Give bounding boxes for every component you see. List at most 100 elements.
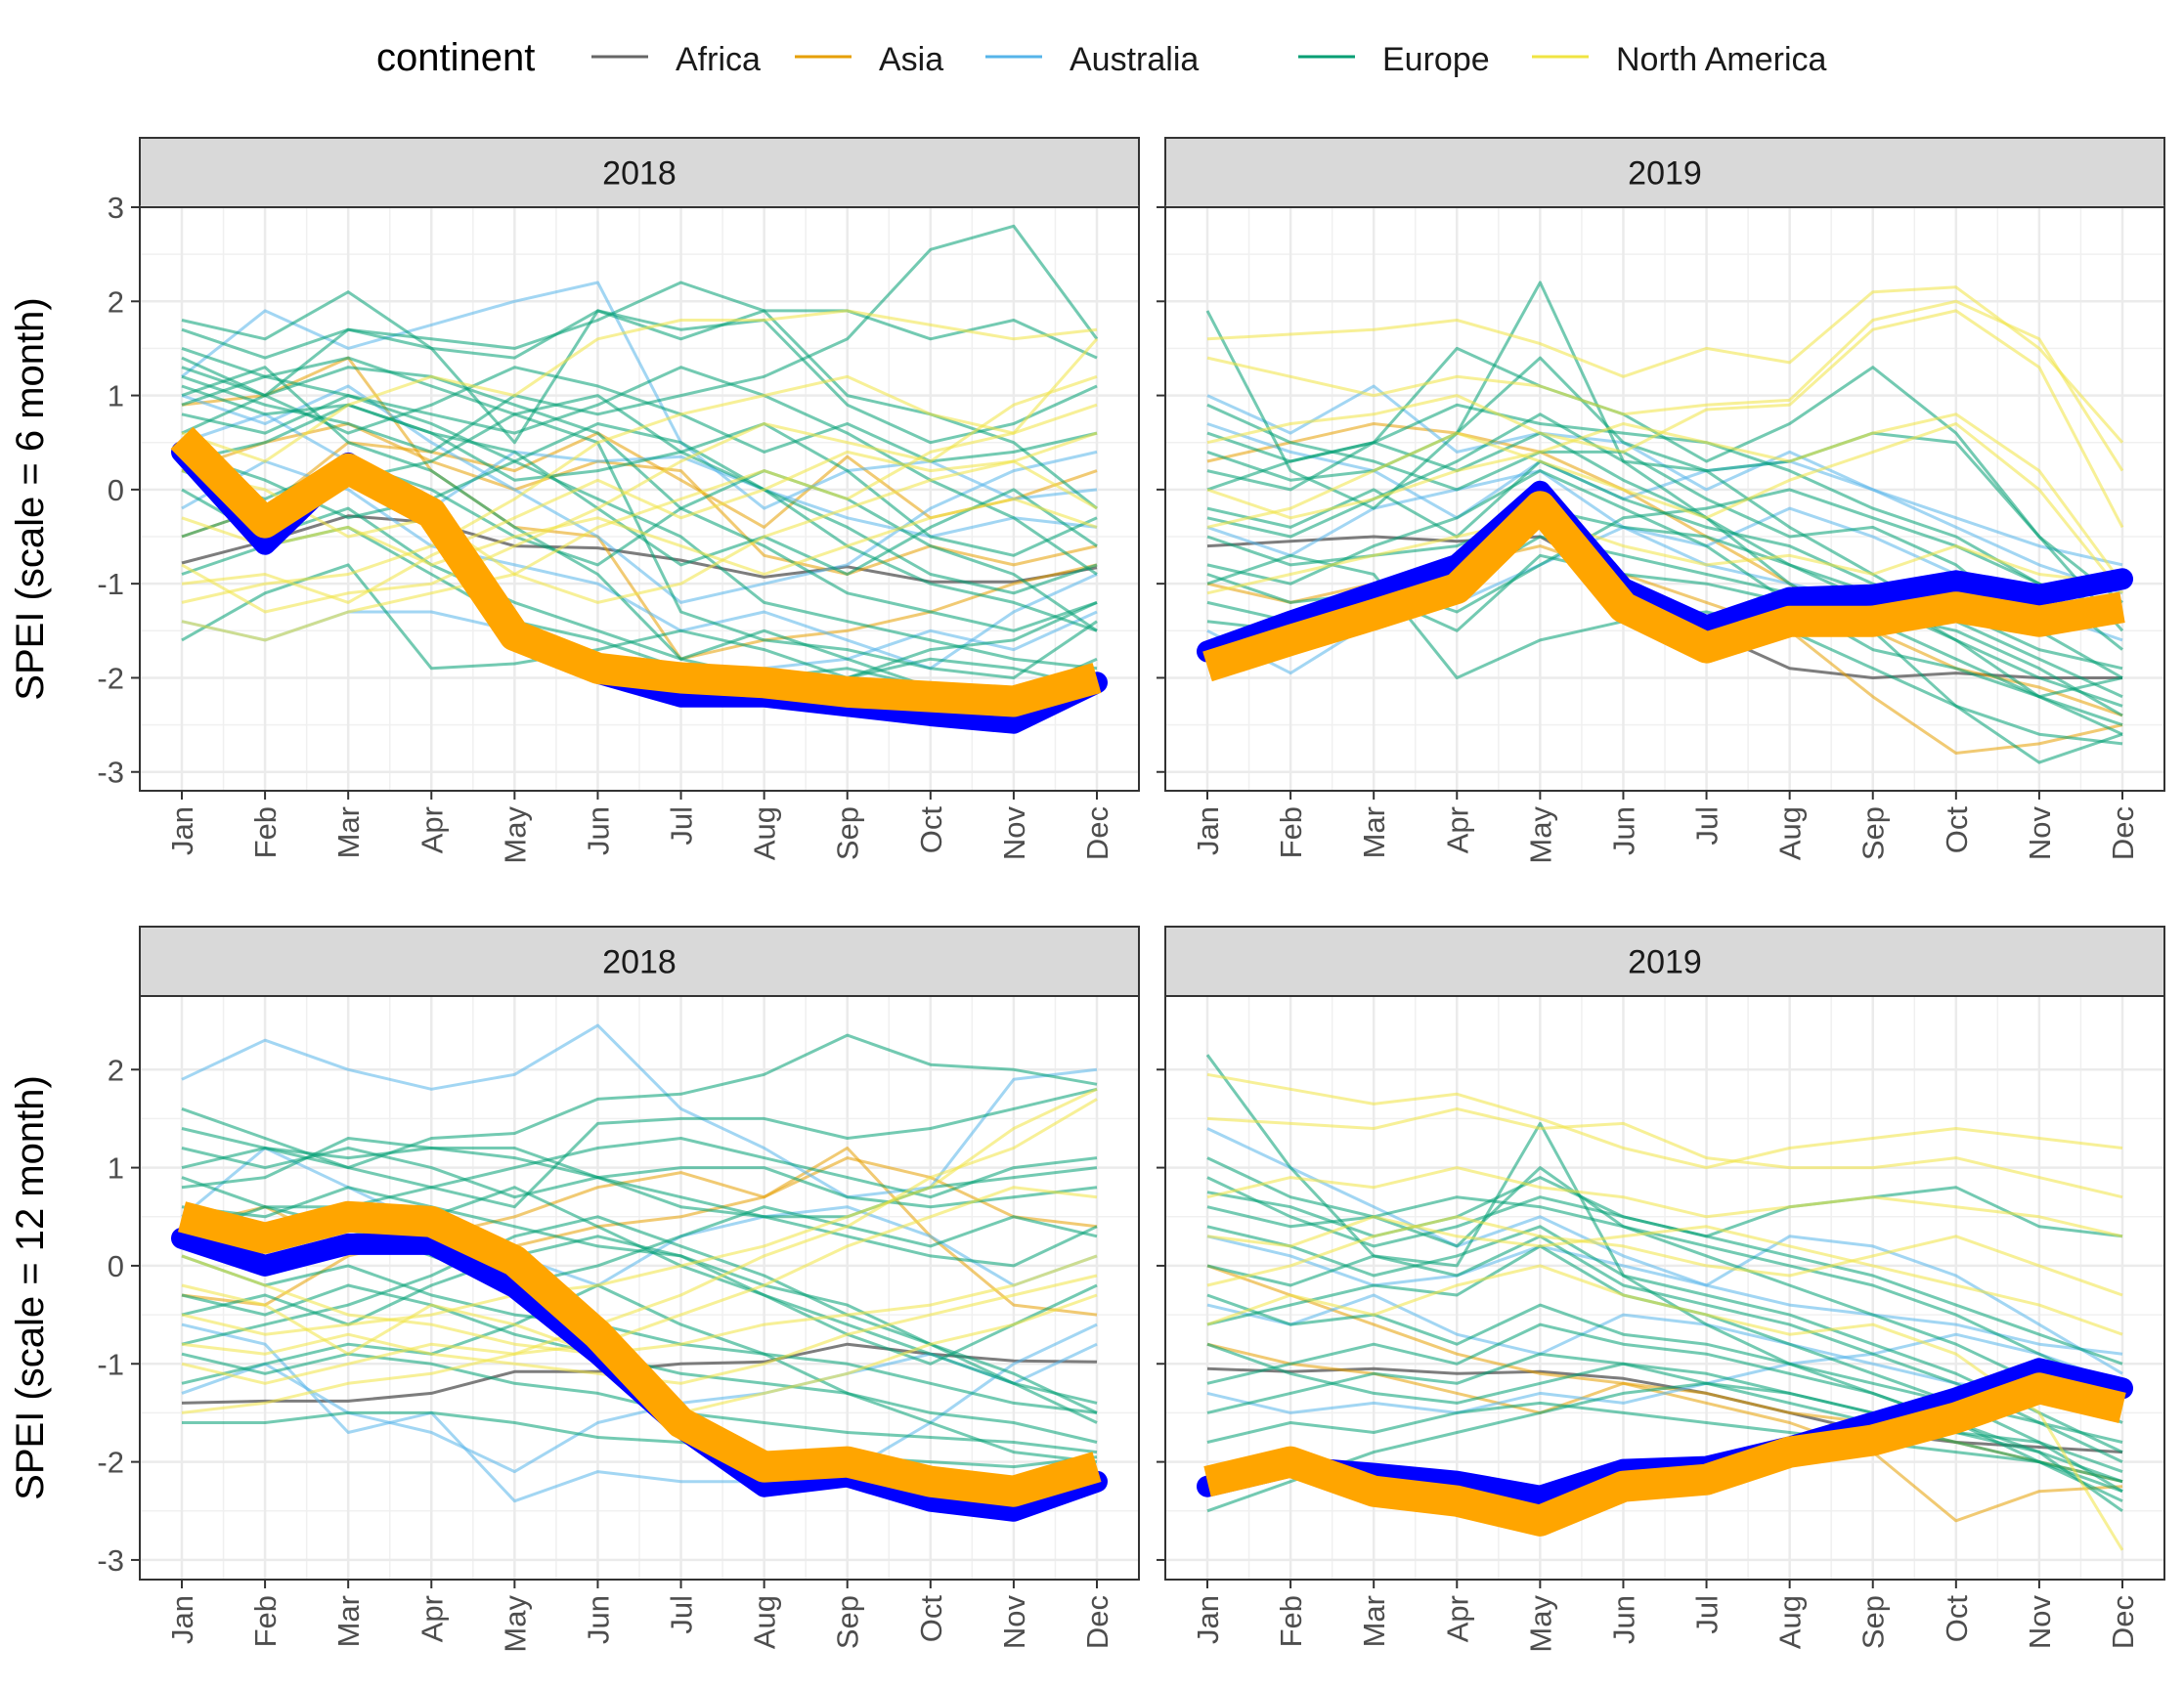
legend-title: continent [376, 36, 535, 79]
series-line-europe [1206, 431, 2123, 764]
facet-strip-bg [1164, 926, 2165, 997]
series-line-north-america [1206, 299, 2124, 472]
x-tick-label: Jan [165, 806, 199, 855]
x-tick-label: Oct [914, 806, 948, 854]
x-tick-label: Jun [581, 1595, 615, 1644]
series-line-europe [1206, 1225, 2123, 1453]
series-line-europe [181, 394, 1098, 671]
legend-entry-north-america: North America [1532, 41, 1826, 78]
x-tick-label: Feb [1274, 806, 1308, 858]
series-line-europe [181, 384, 1098, 557]
x-tick-label: Jan [1191, 1595, 1225, 1644]
x-tick-label: Jul [1690, 1595, 1725, 1634]
x-tick-label: Aug [748, 1595, 782, 1649]
series-line-north-america [181, 337, 1099, 604]
series-line-europe [181, 366, 1098, 463]
x-tick-label: Apr [415, 1595, 449, 1642]
series-line-europe [181, 1137, 1098, 1219]
highlight-line-orange [1203, 1372, 2126, 1537]
y-axis [1157, 206, 1165, 773]
x-tick-label: Mar [331, 1595, 366, 1647]
series-line-europe [1206, 1401, 2123, 1494]
x-tick-label: May [1523, 806, 1557, 864]
series-line-europe [1206, 1195, 2123, 1395]
x-tick-label: Apr [1440, 806, 1474, 853]
x-axis: Jan Feb Mar Apr May Jun Jul Aug Sep Oct Nov Dec [165, 791, 1114, 864]
panel-border [1164, 995, 2165, 1581]
highlight-line-blue [1197, 480, 2133, 663]
highlight-line-orange [177, 1200, 1102, 1507]
y-tick-label: -1 [97, 1347, 124, 1381]
x-tick-label: Dec [2106, 1595, 2140, 1649]
facet-strip: 2018 [139, 137, 1140, 208]
panel-border [1164, 206, 2165, 792]
series-line-australia [1206, 1235, 2123, 1356]
series-line-australia [1206, 1332, 2123, 1414]
series-line-asia [181, 356, 1098, 661]
series-line-europe [1206, 1352, 2123, 1484]
x-tick-label: Oct [1940, 1595, 1974, 1643]
y-axis: -3 -2 -1 0 1 2 3 [97, 191, 140, 790]
x-axis: Jan Feb Mar Apr May Jun Jul Aug Sep Oct Nov Dec [165, 1580, 1114, 1653]
series-line-australia [181, 1322, 1098, 1503]
series-line-europe [1206, 1156, 2123, 1424]
series-line-europe [181, 281, 1098, 398]
x-tick-label: Feb [248, 806, 283, 858]
series-line-europe [181, 1147, 1098, 1209]
facet-strip-bg [139, 137, 1140, 208]
series-line-north-america [181, 309, 1098, 463]
x-tick-label: May [498, 1595, 532, 1653]
legend-entry-europe: Europe [1298, 41, 1490, 78]
series-line-australia [1206, 1127, 2123, 1375]
legend-label: Europe [1382, 41, 1490, 78]
legend-entry-australia: Australia [985, 41, 1199, 78]
series-line-africa [1206, 1366, 2123, 1454]
x-tick-label: Mar [1357, 806, 1391, 858]
series-line-australia [181, 1023, 1098, 1199]
series-line-australia [181, 1147, 1098, 1287]
y-axis [1157, 1068, 1165, 1561]
series-line-north-america [1206, 1264, 2124, 1551]
series-line-europe [182, 1410, 1098, 1469]
series-line-europe [1206, 1342, 2123, 1474]
series-line-europe [1206, 506, 2123, 708]
x-tick-label: Nov [997, 1595, 1031, 1650]
series-line-north-america [1206, 1166, 2123, 1238]
y-tick-label: 0 [108, 473, 124, 507]
series-line-north-america [1206, 1106, 2123, 1199]
series-line-europe [181, 1033, 1098, 1170]
x-tick-label: Sep [1856, 806, 1891, 860]
x-tick-label: Nov [2023, 806, 2057, 861]
x-tick-label: Feb [1274, 1595, 1308, 1647]
series-line-north-america [181, 459, 1098, 604]
x-tick-label: Nov [2023, 1595, 2057, 1650]
panel-border [139, 995, 1140, 1581]
facet-strip: 2018 [139, 926, 1140, 997]
series-line-north-america [181, 431, 1098, 604]
series-line-europe [181, 309, 1098, 445]
series-line-europe [1206, 469, 2123, 736]
x-tick-label: Aug [1773, 806, 1808, 860]
highlight-line-orange [170, 426, 1102, 717]
series-line-north-america [181, 403, 1098, 642]
series-line-europe [181, 563, 1098, 689]
series-line-north-america [1206, 516, 2123, 595]
y-tick-label: 2 [108, 284, 124, 319]
series-line-north-america [1206, 1072, 2123, 1170]
series-line-north-america [181, 1254, 1098, 1356]
y-axis-title: SPEI (scale = 6 month) [9, 297, 52, 700]
x-tick-label: May [1523, 1595, 1557, 1653]
x-tick-label: Aug [1773, 1595, 1808, 1649]
facet-strip-label: 2018 [602, 155, 677, 193]
y-tick-label: 1 [108, 379, 124, 413]
x-tick-label: Apr [415, 806, 449, 853]
x-tick-label: Oct [1940, 806, 1974, 854]
series-group [171, 1023, 1108, 1522]
panels: 2018 -3 -2 -1 0 1 2 3 Jan Feb Mar Apr May Jun Jul Aug Se… [9, 137, 2165, 1653]
x-tick-label: Sep [831, 1595, 865, 1649]
series-line-europe [181, 366, 1098, 632]
series-line-europe [1206, 356, 2124, 632]
series-line-europe [181, 346, 1098, 679]
series-line-europe [181, 290, 1098, 510]
